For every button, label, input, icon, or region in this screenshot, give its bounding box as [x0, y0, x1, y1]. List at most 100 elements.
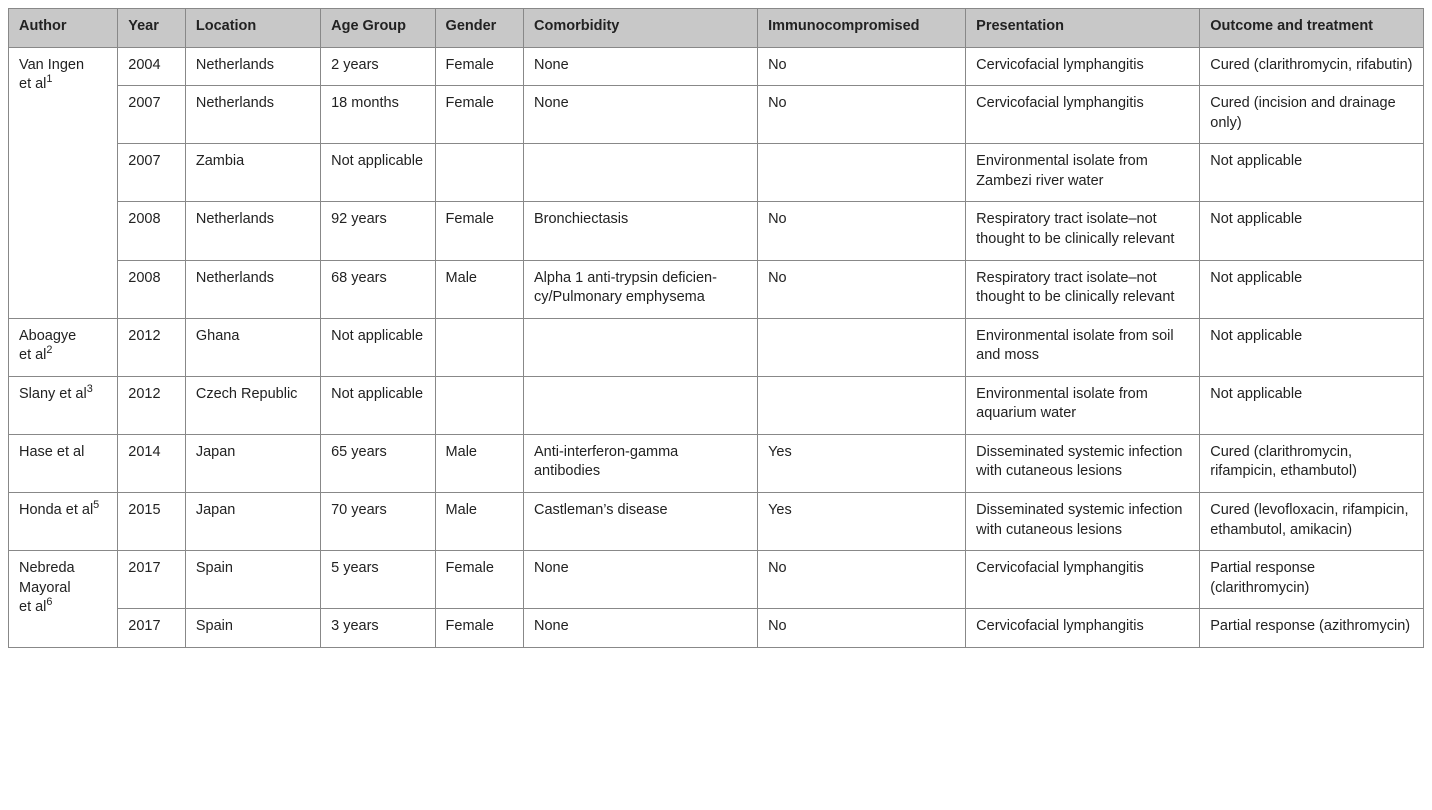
cell-outcome: Not applicable: [1200, 260, 1424, 318]
cell-gender: Female: [435, 86, 523, 144]
cell-age: 68 years: [321, 260, 435, 318]
cell-year: 2017: [118, 609, 186, 648]
cell-immuno: No: [758, 202, 966, 260]
cell-immuno: No: [758, 609, 966, 648]
col-header-location: Location: [185, 9, 320, 48]
cell-comorbidity: [523, 144, 757, 202]
cell-gender: Male: [435, 493, 523, 551]
cell-outcome: Not applicable: [1200, 202, 1424, 260]
cell-comorbidity: Bronchiectasis: [523, 202, 757, 260]
cell-author: Slany et al3: [9, 376, 118, 434]
cell-author: Nebreda Mayoral et al6: [9, 551, 118, 648]
cell-comorbidity: Anti-interferon-gamma antibodies: [523, 434, 757, 492]
cell-age: Not applicable: [321, 376, 435, 434]
table-row: Slany et al32012Czech RepublicNot applic…: [9, 376, 1424, 434]
cell-outcome: Cured (clarithromycin, rifabutin): [1200, 47, 1424, 86]
cell-comorbidity: None: [523, 47, 757, 86]
table-row: 2008Netherlands68 yearsMaleAlpha 1 anti-…: [9, 260, 1424, 318]
cell-year: 2008: [118, 202, 186, 260]
table-header-row: AuthorYearLocationAge GroupGenderComorbi…: [9, 9, 1424, 48]
cell-presentation: Environmental isolate from aquarium wate…: [966, 376, 1200, 434]
cell-immuno: No: [758, 551, 966, 609]
cell-age: 2 years: [321, 47, 435, 86]
cell-year: 2017: [118, 551, 186, 609]
cell-comorbidity: Castleman’s disease: [523, 493, 757, 551]
cell-outcome: Not applicable: [1200, 318, 1424, 376]
cell-immuno: No: [758, 47, 966, 86]
cell-presentation: Respiratory tract isolate–not thought to…: [966, 260, 1200, 318]
table-row: Hase et al2014Japan65 yearsMaleAnti-inte…: [9, 434, 1424, 492]
cell-location: Japan: [185, 493, 320, 551]
cell-location: Spain: [185, 551, 320, 609]
cell-year: 2015: [118, 493, 186, 551]
cell-comorbidity: None: [523, 86, 757, 144]
cell-immuno: Yes: [758, 493, 966, 551]
cell-gender: Female: [435, 551, 523, 609]
cell-gender: Female: [435, 202, 523, 260]
cell-location: Spain: [185, 609, 320, 648]
cell-immuno: No: [758, 86, 966, 144]
cell-location: Zambia: [185, 144, 320, 202]
cell-gender: [435, 318, 523, 376]
cell-presentation: Environmental isolate from Zambezi river…: [966, 144, 1200, 202]
cell-gender: Female: [435, 47, 523, 86]
cell-location: Netherlands: [185, 260, 320, 318]
table-row: Aboagye et al22012GhanaNot applicableEnv…: [9, 318, 1424, 376]
cell-location: Ghana: [185, 318, 320, 376]
col-header-gender: Gender: [435, 9, 523, 48]
cell-age: Not applicable: [321, 144, 435, 202]
cell-age: 5 years: [321, 551, 435, 609]
cell-age: 3 years: [321, 609, 435, 648]
cell-year: 2007: [118, 144, 186, 202]
cell-presentation: Respiratory tract isolate–not thought to…: [966, 202, 1200, 260]
cell-age: 18 months: [321, 86, 435, 144]
cell-gender: [435, 144, 523, 202]
col-header-year: Year: [118, 9, 186, 48]
cell-presentation: Disseminated systemic infec­tion with cu…: [966, 493, 1200, 551]
cell-author: Van Ingen et al1: [9, 47, 118, 318]
cell-gender: Female: [435, 609, 523, 648]
cases-table: AuthorYearLocationAge GroupGenderComorbi…: [8, 8, 1424, 648]
cell-location: Netherlands: [185, 47, 320, 86]
cell-year: 2007: [118, 86, 186, 144]
col-header-age: Age Group: [321, 9, 435, 48]
cell-outcome: Not applicable: [1200, 144, 1424, 202]
col-header-outcome: Outcome and treatment: [1200, 9, 1424, 48]
cell-comorbidity: [523, 376, 757, 434]
cell-age: 92 years: [321, 202, 435, 260]
cell-comorbidity: None: [523, 551, 757, 609]
cell-gender: Male: [435, 260, 523, 318]
cell-presentation: Cervicofacial lymphangitis: [966, 47, 1200, 86]
cell-author: Hase et al: [9, 434, 118, 492]
cell-presentation: Disseminated systemic infec­tion with cu…: [966, 434, 1200, 492]
cell-location: Japan: [185, 434, 320, 492]
cell-year: 2004: [118, 47, 186, 86]
cell-author: Aboagye et al2: [9, 318, 118, 376]
cell-year: 2012: [118, 318, 186, 376]
cell-location: Netherlands: [185, 202, 320, 260]
table-row: Van Ingen et al12004Netherlands2 yearsFe…: [9, 47, 1424, 86]
cell-presentation: Cervicofacial lymphangitis: [966, 551, 1200, 609]
cell-comorbidity: Alpha 1 anti-trypsin deficien­cy/Pulmona…: [523, 260, 757, 318]
cell-age: Not applicable: [321, 318, 435, 376]
cell-year: 2012: [118, 376, 186, 434]
cell-immuno: Yes: [758, 434, 966, 492]
cell-presentation: Environmental isolate from soil and moss: [966, 318, 1200, 376]
table-row: 2008Netherlands92 yearsFemaleBronchiecta…: [9, 202, 1424, 260]
cell-age: 70 years: [321, 493, 435, 551]
cell-presentation: Cervicofacial lymphangitis: [966, 609, 1200, 648]
col-header-presentation: Presentation: [966, 9, 1200, 48]
cell-outcome: Cured (incision and drainage only): [1200, 86, 1424, 144]
table-row: 2007ZambiaNot applicableEnvironmental is…: [9, 144, 1424, 202]
table-row: Nebreda Mayoral et al62017Spain5 yearsFe…: [9, 551, 1424, 609]
col-header-immuno: Immunocompromised: [758, 9, 966, 48]
col-header-comorbidity: Comorbidity: [523, 9, 757, 48]
cell-immuno: [758, 318, 966, 376]
table-row: 2017Spain3 yearsFemaleNoneNoCervicofacia…: [9, 609, 1424, 648]
cell-outcome: Not applicable: [1200, 376, 1424, 434]
table-row: 2007Netherlands18 monthsFemaleNoneNoCerv…: [9, 86, 1424, 144]
cell-location: Czech Republic: [185, 376, 320, 434]
cell-year: 2008: [118, 260, 186, 318]
cell-comorbidity: [523, 318, 757, 376]
cell-gender: [435, 376, 523, 434]
